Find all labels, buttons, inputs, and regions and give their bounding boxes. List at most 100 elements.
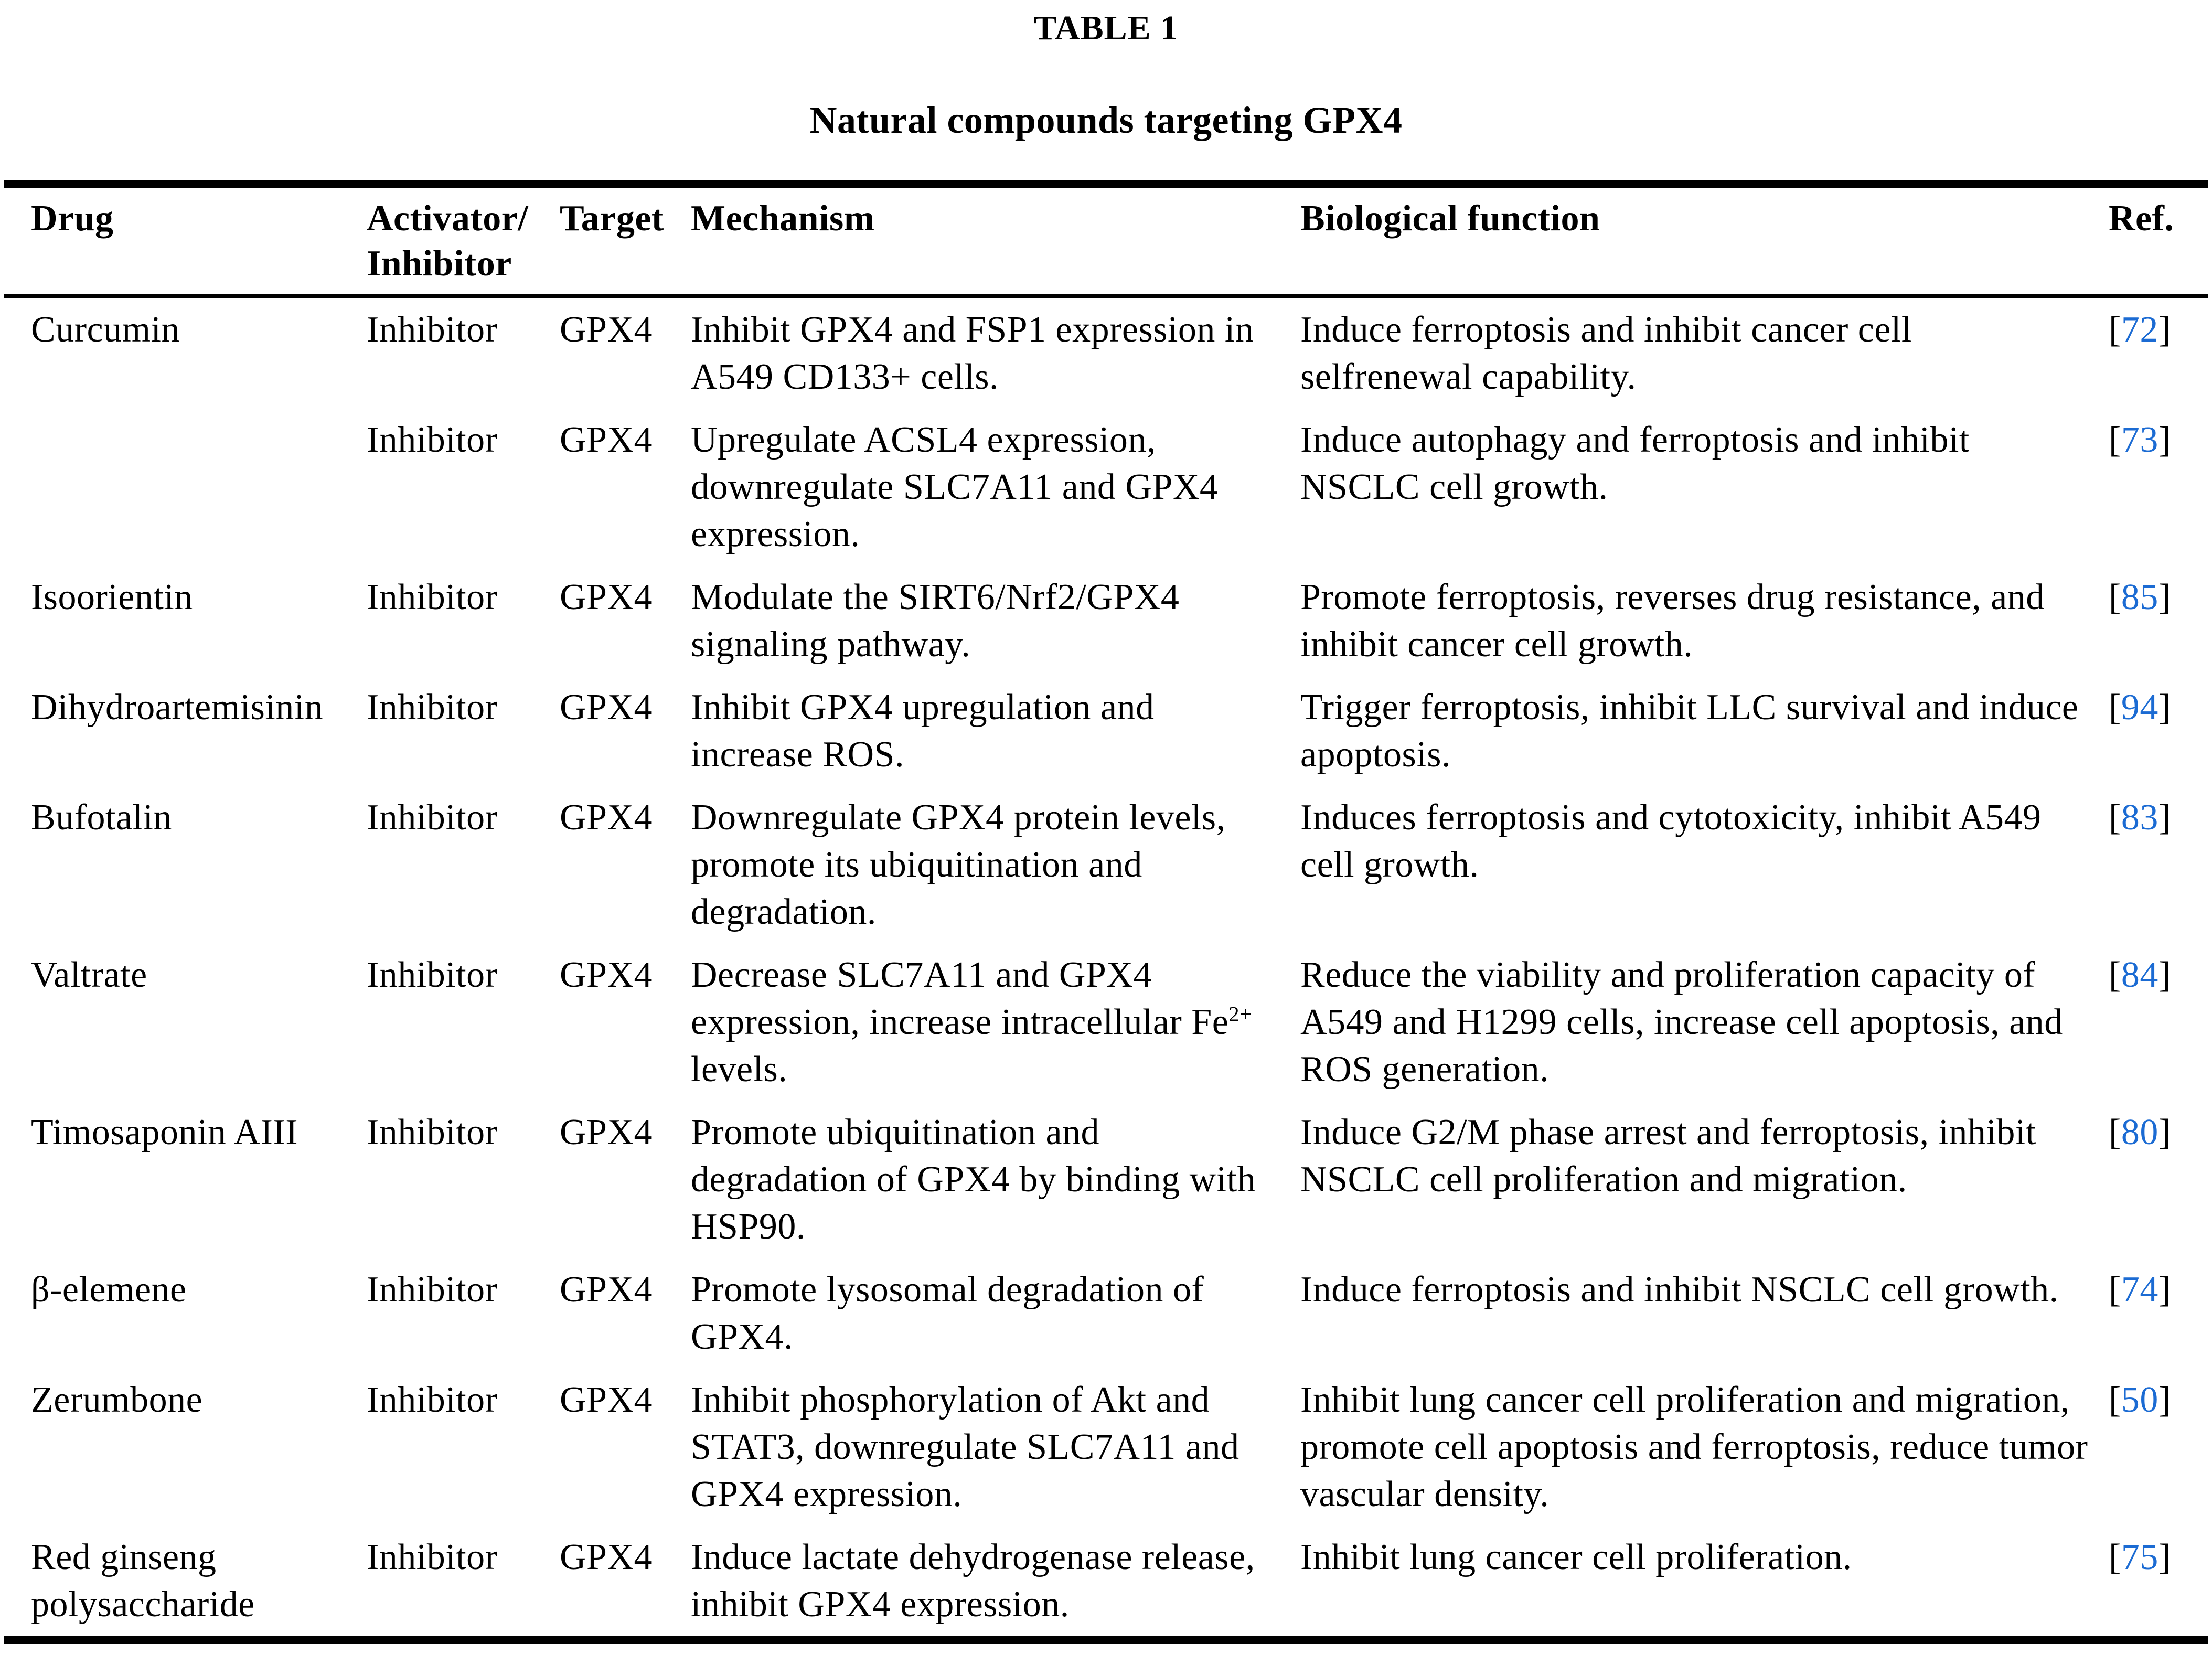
ref-citation-link[interactable]: 80 — [2121, 1112, 2158, 1153]
ref-citation-link[interactable]: 73 — [2121, 420, 2158, 460]
function-cell: Reduce the viability and proliferation c… — [1300, 955, 2063, 1090]
drug-cell — [4, 409, 367, 566]
ref-bracket-close: ] — [2158, 1537, 2171, 1577]
ref-cell: [83] — [2109, 786, 2208, 944]
drug-cell: Zerumbone — [31, 1380, 203, 1420]
target-cell: GPX4 — [560, 1269, 653, 1310]
table-row-curcumin-2: Inhibitor GPX4 Upregulate ACSL4 expressi… — [4, 409, 2208, 566]
ref-bracket-close: ] — [2158, 310, 2171, 350]
function-cell: Inhibit lung cancer cell proliferation a… — [1300, 1380, 2088, 1514]
ref-cell: [75] — [2109, 1526, 2208, 1640]
ref-bracket-close: ] — [2158, 1269, 2171, 1310]
role-cell: Inhibitor — [367, 420, 498, 460]
col-header-activator-line1: Activator/ — [367, 198, 529, 239]
ref-citation-link[interactable]: 72 — [2121, 310, 2158, 350]
function-cell: Promote ferroptosis, reverses drug resis… — [1300, 577, 2045, 665]
target-cell: GPX4 — [560, 1380, 653, 1420]
table-row-isoorientin: Isoorientin Inhibitor GPX4 Modulate the … — [4, 566, 2208, 676]
ref-cell: [74] — [2109, 1258, 2208, 1369]
target-cell: GPX4 — [560, 1537, 653, 1577]
ref-bracket-close: ] — [2158, 687, 2171, 728]
mechanism-cell: Induce lactate dehydrogenase release, in… — [691, 1537, 1255, 1625]
ref-citation-link[interactable]: 83 — [2121, 797, 2158, 838]
role-cell: Inhibitor — [367, 955, 498, 995]
mechanism-cell: Upregulate ACSL4 expression, downregulat… — [691, 420, 1219, 554]
ref-bracket-close: ] — [2158, 1380, 2171, 1420]
ref-bracket-close: ] — [2158, 420, 2171, 460]
ref-bracket-open: [ — [2109, 310, 2121, 350]
ref-bracket-open: [ — [2109, 955, 2121, 995]
ref-cell: [72] — [2109, 296, 2208, 409]
target-cell: GPX4 — [560, 577, 653, 617]
drug-cell: Dihydroartemisinin — [31, 687, 324, 728]
ref-bracket-open: [ — [2109, 687, 2121, 728]
ref-cell: [85] — [2109, 566, 2208, 676]
table-title: Natural compounds targeting GPX4 — [809, 99, 1403, 141]
function-cell: Induce ferroptosis and inhibit cancer ce… — [1300, 310, 1912, 397]
mechanism-cell: Promote ubiquitination and degradation o… — [691, 1112, 1256, 1247]
table-row-red-ginseng-polysaccharide: Red ginseng polysaccharide Inhibitor GPX… — [4, 1526, 2208, 1640]
table-row-beta-elemene: β-elemene Inhibitor GPX4 Promote lysosom… — [4, 1258, 2208, 1369]
table-row-bufotalin: Bufotalin Inhibitor GPX4 Downregulate GP… — [4, 786, 2208, 944]
role-cell: Inhibitor — [367, 797, 498, 838]
mechanism-cell: Inhibit GPX4 upregulation and increase R… — [691, 687, 1155, 775]
ref-bracket-open: [ — [2109, 797, 2121, 838]
ref-citation-link[interactable]: 84 — [2121, 955, 2158, 995]
ref-bracket-open: [ — [2109, 1537, 2121, 1577]
drug-cell: Red ginseng polysaccharide — [31, 1537, 255, 1625]
col-header-activator-inhibitor: Activator/ Inhibitor — [367, 184, 560, 298]
ref-cell: [50] — [2109, 1369, 2208, 1526]
table-row-valtrate: Valtrate Inhibitor GPX4 Decrease SLC7A11… — [4, 944, 2208, 1101]
drug-cell: Valtrate — [31, 955, 147, 995]
function-cell: Trigger ferroptosis, inhibit LLC surviva… — [1300, 687, 2079, 775]
header-row: Drug Activator/ Inhibitor Target Mechani… — [4, 184, 2208, 298]
ref-cell: [94] — [2109, 676, 2208, 786]
mechanism-text: levels. — [691, 1049, 788, 1090]
target-cell: GPX4 — [560, 420, 653, 460]
drug-cell: Curcumin — [31, 310, 180, 350]
ref-citation-link[interactable]: 74 — [2121, 1269, 2158, 1310]
ref-bracket-open: [ — [2109, 1380, 2121, 1420]
drug-cell: β-elemene — [31, 1269, 187, 1310]
ref-citation-link[interactable]: 94 — [2121, 687, 2158, 728]
role-cell: Inhibitor — [367, 310, 498, 350]
role-cell: Inhibitor — [367, 1112, 498, 1153]
compounds-table: Drug Activator/ Inhibitor Target Mechani… — [4, 180, 2208, 1644]
drug-cell: Timosaponin AIII — [31, 1112, 298, 1153]
col-header-mechanism: Mechanism — [691, 184, 1300, 298]
ref-bracket-open: [ — [2109, 577, 2121, 617]
mechanism-cell: Decrease SLC7A11 and GPX4 expression, in… — [691, 944, 1300, 1101]
col-header-activator-line2: Inhibitor — [367, 243, 512, 284]
ref-cell: [84] — [2109, 944, 2208, 1101]
ref-bracket-close: ] — [2158, 955, 2171, 995]
mechanism-cell: Downregulate GPX4 protein levels, promot… — [691, 797, 1226, 932]
mechanism-cell: Inhibit GPX4 and FSP1 expression in A549… — [691, 310, 1254, 397]
page: TABLE 1 Natural compounds targeting GPX4… — [0, 8, 2212, 1644]
col-header-biological-function: Biological function — [1300, 184, 2109, 298]
role-cell: Inhibitor — [367, 687, 498, 728]
target-cell: GPX4 — [560, 1112, 653, 1153]
table-row-dihydroartemisinin: Dihydroartemisinin Inhibitor GPX4 Inhibi… — [4, 676, 2208, 786]
table-row-timosaponin-aiii: Timosaponin AIII Inhibitor GPX4 Promote … — [4, 1101, 2208, 1258]
ref-bracket-close: ] — [2158, 1112, 2171, 1153]
target-cell: GPX4 — [560, 797, 653, 838]
function-cell: Induces ferroptosis and cytotoxicity, in… — [1300, 797, 2042, 885]
ref-bracket-open: [ — [2109, 1269, 2121, 1310]
ref-citation-link[interactable]: 50 — [2121, 1380, 2158, 1420]
target-cell: GPX4 — [560, 955, 653, 995]
mechanism-text: Decrease SLC7A11 and GPX4 expression, in… — [691, 955, 1229, 1042]
role-cell: Inhibitor — [367, 1269, 498, 1310]
target-cell: GPX4 — [560, 687, 653, 728]
function-cell: Inhibit lung cancer cell proliferation. — [1300, 1537, 1852, 1577]
function-cell: Induce autophagy and ferroptosis and inh… — [1300, 420, 1970, 507]
ref-citation-link[interactable]: 85 — [2121, 577, 2158, 617]
col-header-ref: Ref. — [2109, 184, 2208, 298]
ref-citation-link[interactable]: 75 — [2121, 1537, 2158, 1577]
function-cell: Induce G2/M phase arrest and ferroptosis… — [1300, 1112, 2036, 1200]
drug-cell: Bufotalin — [31, 797, 172, 838]
drug-cell: Isoorientin — [31, 577, 193, 617]
ref-bracket-open: [ — [2109, 420, 2121, 460]
ref-cell: [80] — [2109, 1101, 2208, 1258]
table-label: TABLE 1 — [1033, 9, 1179, 47]
mechanism-cell: Inhibit phosphorylation of Akt and STAT3… — [691, 1380, 1239, 1514]
